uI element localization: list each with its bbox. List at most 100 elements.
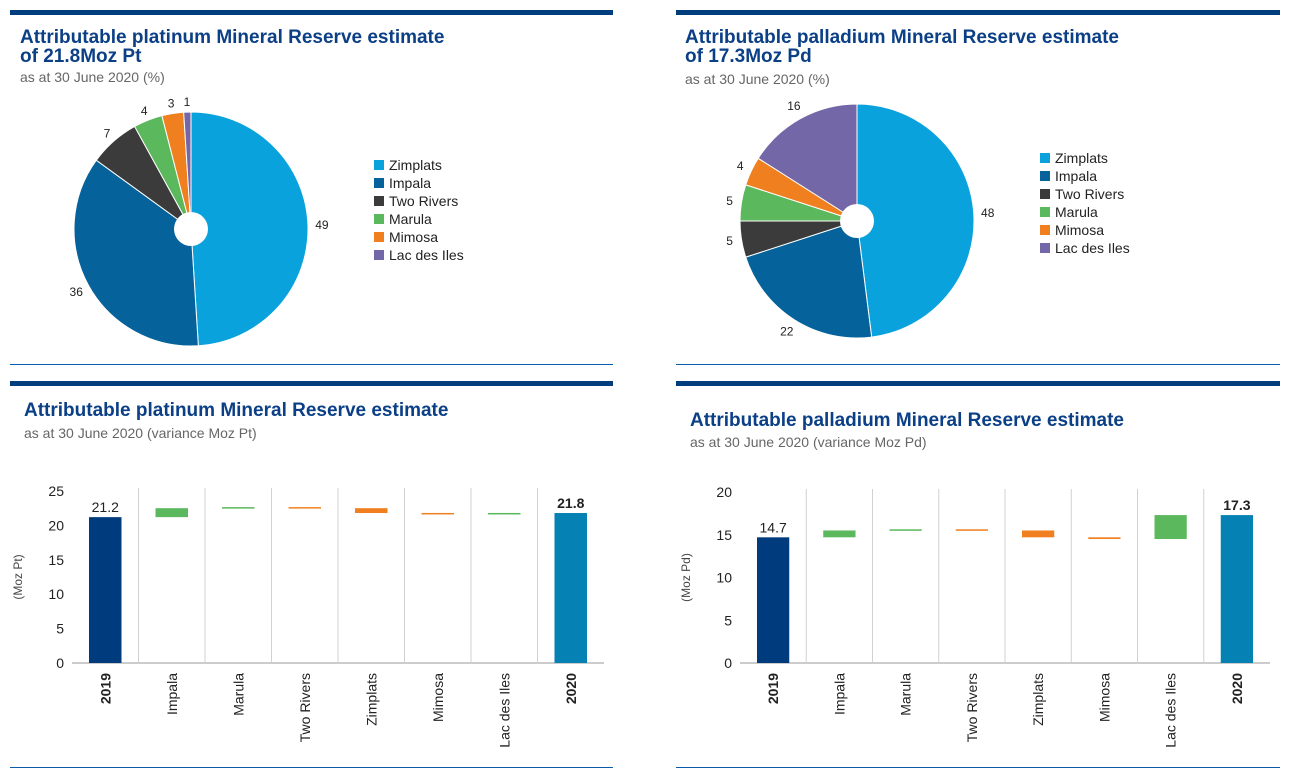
palladium-pie-panel: Attributable palladium Mineral Reserve e… — [676, 10, 1280, 366]
panel-bottom-rule — [676, 364, 1280, 365]
bar-zimplats — [1022, 530, 1055, 538]
platinum-waterfall-title: Attributable platinum Mineral Reserve es… — [24, 400, 449, 421]
bar-two-rivers — [288, 507, 321, 509]
y-tick-label: 25 — [48, 483, 64, 499]
pie-label-marula: 5 — [726, 194, 733, 208]
pie-center-hole — [174, 212, 208, 246]
y-axis-title: (Moz Pd) — [679, 553, 693, 602]
title-line-2: of 21.8Moz Pt — [20, 46, 142, 67]
category-label-2020: 2020 — [1229, 673, 1245, 704]
legend-label: Marula — [1055, 204, 1098, 220]
category-label-zimplats: Zimplats — [1030, 673, 1046, 726]
legend-swatch — [374, 232, 384, 242]
category-label-impala: Impala — [831, 673, 847, 715]
legend-item-impala: Impala — [374, 174, 464, 192]
palladium-pie-title: Attributable palladium Mineral Reserve e… — [685, 28, 1119, 66]
data-label-2020: 21.8 — [557, 495, 584, 511]
legend-item-two-rivers: Two Rivers — [1040, 185, 1130, 203]
category-label-two-rivers: Two Rivers — [964, 673, 980, 742]
legend-swatch — [1040, 189, 1050, 199]
category-label-lac-des-iles: Lac des Iles — [496, 673, 512, 748]
y-tick-label: 20 — [716, 484, 732, 500]
y-tick-label: 5 — [724, 612, 732, 628]
pie-label-impala: 22 — [780, 325, 794, 339]
legend-label: Lac des Iles — [389, 247, 464, 263]
panel-top-rule — [676, 381, 1280, 386]
data-label-2019: 14.7 — [760, 519, 787, 535]
category-label-mimosa: Mimosa — [430, 673, 446, 722]
panel-bottom-rule — [10, 364, 613, 365]
platinum-pie-chart: 49 36 7 4 3 1 — [70, 95, 329, 347]
legend-item-lac-des-iles: Lac des Iles — [374, 246, 464, 264]
data-label-2019: 21.2 — [92, 499, 119, 515]
category-label-2019: 2019 — [765, 673, 781, 704]
legend-swatch — [1040, 171, 1050, 181]
legend-swatch — [1040, 225, 1050, 235]
bar-2019 — [89, 517, 122, 663]
legend-swatch — [374, 178, 384, 188]
legend-label: Impala — [389, 175, 432, 191]
legend-item-mimosa: Mimosa — [374, 228, 464, 246]
legend-swatch — [374, 214, 384, 224]
platinum-pie-subtitle: as at 30 June 2020 (%) — [20, 69, 165, 85]
legend-label: Zimplats — [1055, 150, 1108, 166]
legend-label: Marula — [389, 211, 432, 227]
y-tick-label: 10 — [716, 570, 732, 586]
legend-label: Mimosa — [1055, 222, 1105, 238]
y-tick-label: 0 — [56, 655, 64, 671]
category-label-marula: Marula — [230, 673, 246, 716]
pie-label-lac-des-iles: 1 — [184, 95, 191, 109]
palladium-waterfall-chart: 0 5 10 15 20 (Moz Pd) 14.7 2019 Impala Marula Two … — [679, 484, 1270, 748]
platinum-waterfall-chart: 0 5 10 15 20 25 (Moz Pt) 21.2 2019 Impala Marula Tw… — [11, 483, 604, 748]
platinum-pie-legend: Zimplats Impala Two Rivers Marula Mimosa Lac … — [374, 156, 464, 264]
pie-slice-zimplats — [190, 111, 309, 347]
pie-label-mimosa: 3 — [168, 97, 175, 111]
bar-lac-des-iles — [488, 512, 521, 515]
title-line-1: Attributable palladium Mineral Reserve e… — [685, 27, 1119, 48]
legend-swatch — [1040, 243, 1050, 253]
title-line-2: of 17.3Moz Pd — [685, 46, 812, 67]
legend-swatch — [374, 250, 384, 260]
panel-bottom-rule — [676, 767, 1280, 768]
panel-top-rule — [676, 10, 1280, 15]
palladium-waterfall-title: Attributable palladium Mineral Reserve e… — [690, 410, 1124, 431]
bar-2019 — [757, 537, 790, 663]
y-axis-title: (Moz Pt) — [11, 554, 25, 599]
pie-label-impala: 36 — [70, 285, 84, 299]
bar-lac-des-iles — [1154, 515, 1187, 540]
legend-item-zimplats: Zimplats — [1040, 149, 1130, 167]
pie-label-marula: 4 — [141, 104, 148, 118]
title-line-1: Attributable platinum Mineral Reserve es… — [20, 27, 445, 48]
legend-item-lac-des-iles: Lac des Iles — [1040, 239, 1130, 257]
legend-swatch — [374, 196, 384, 206]
y-tick-label: 15 — [716, 527, 732, 543]
legend-label: Mimosa — [389, 229, 439, 245]
legend-label: Lac des Iles — [1055, 240, 1130, 256]
palladium-pie-legend: Zimplats Impala Two Rivers Marula Mimosa Lac … — [1040, 149, 1130, 257]
legend-item-mimosa: Mimosa — [1040, 221, 1130, 239]
legend-label: Two Rivers — [1055, 186, 1125, 202]
platinum-pie-panel: Attributable platinum Mineral Reserve es… — [10, 10, 613, 366]
panel-top-rule — [10, 10, 613, 15]
platinum-pie-title: Attributable platinum Mineral Reserve es… — [20, 28, 444, 66]
panel-bottom-rule — [10, 767, 613, 768]
pie-label-two-rivers: 5 — [726, 234, 733, 248]
y-tick-label: 0 — [724, 655, 732, 671]
y-tick-label: 10 — [48, 586, 64, 602]
platinum-waterfall-panel: Attributable platinum Mineral Reserve es… — [10, 381, 613, 773]
palladium-pie-subtitle: as at 30 June 2020 (%) — [685, 71, 830, 87]
pie-label-two-rivers: 7 — [104, 127, 111, 141]
category-label-two-rivers: Two Rivers — [297, 673, 313, 742]
pie-slice-impala — [745, 220, 873, 339]
legend-item-marula: Marula — [374, 210, 464, 228]
bar-two-rivers — [955, 529, 988, 531]
pie-slice-lac-des-iles — [757, 103, 858, 222]
platinum-waterfall-subtitle: as at 30 June 2020 (variance Moz Pt) — [24, 425, 257, 441]
category-label-mimosa: Mimosa — [1096, 673, 1112, 722]
legend-item-zimplats: Zimplats — [374, 156, 464, 174]
category-label-zimplats: Zimplats — [363, 673, 379, 726]
legend-swatch — [374, 160, 384, 170]
pie-label-mimosa: 4 — [737, 159, 744, 173]
data-label-2020: 17.3 — [1223, 497, 1250, 513]
y-tick-label: 15 — [48, 552, 64, 568]
